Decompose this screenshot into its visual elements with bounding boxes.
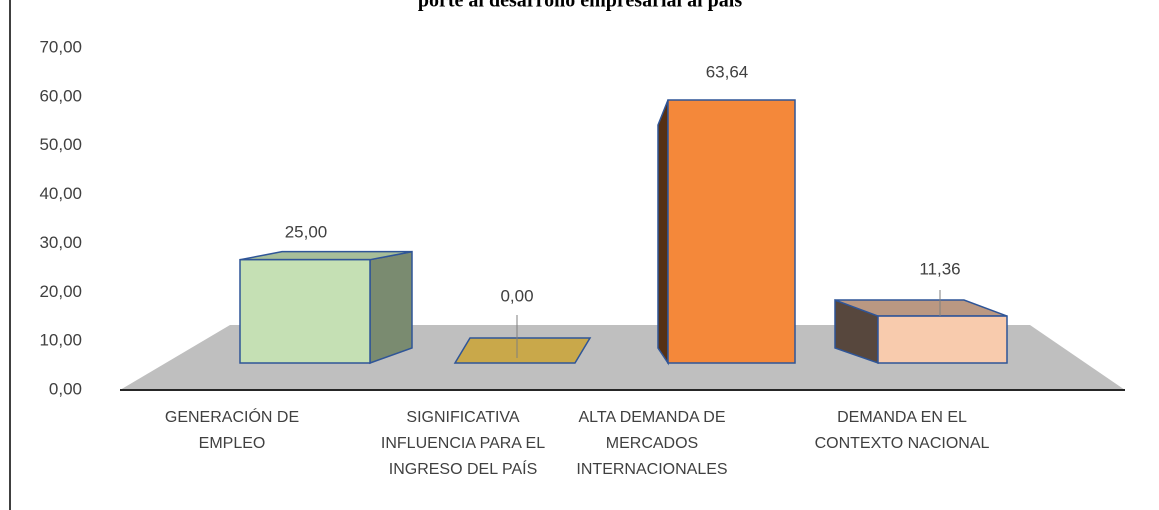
bar-side [657, 99, 669, 366]
bar [453, 337, 592, 364]
y-tick-label: 40,00 [39, 184, 82, 203]
data-label: 63,64 [706, 62, 749, 81]
y-tick-label: 10,00 [39, 331, 82, 350]
y-tick-label: 50,00 [39, 135, 82, 154]
data-label: 25,00 [285, 222, 328, 241]
chart-title: porte al desarrollo empresarial al país [418, 0, 742, 12]
bar [877, 315, 1008, 364]
y-tick-label: 30,00 [39, 233, 82, 252]
x-tick-label: SIGNIFICATIVA INFLUENCIA PARA EL INGRESO… [380, 409, 546, 478]
y-tick-label: 0,00 [49, 379, 82, 398]
bar [667, 99, 796, 364]
data-label: 0,00 [500, 286, 533, 305]
x-tick-label: DEMANDA EN EL CONTEXTO NACIONAL [814, 409, 990, 452]
y-tick-label: 20,00 [39, 282, 82, 301]
y-tick-label: 70,00 [39, 37, 82, 56]
x-tick-label: GENERACIÓN DE EMPLEO [164, 409, 300, 452]
x-tick-label: ALTA DEMANDA DE MERCADOS INTERNACIONALES [576, 409, 728, 478]
y-tick-label: 60,00 [39, 86, 82, 105]
bar-side [369, 250, 413, 365]
data-label: 11,36 [919, 259, 960, 278]
bar [239, 258, 371, 364]
